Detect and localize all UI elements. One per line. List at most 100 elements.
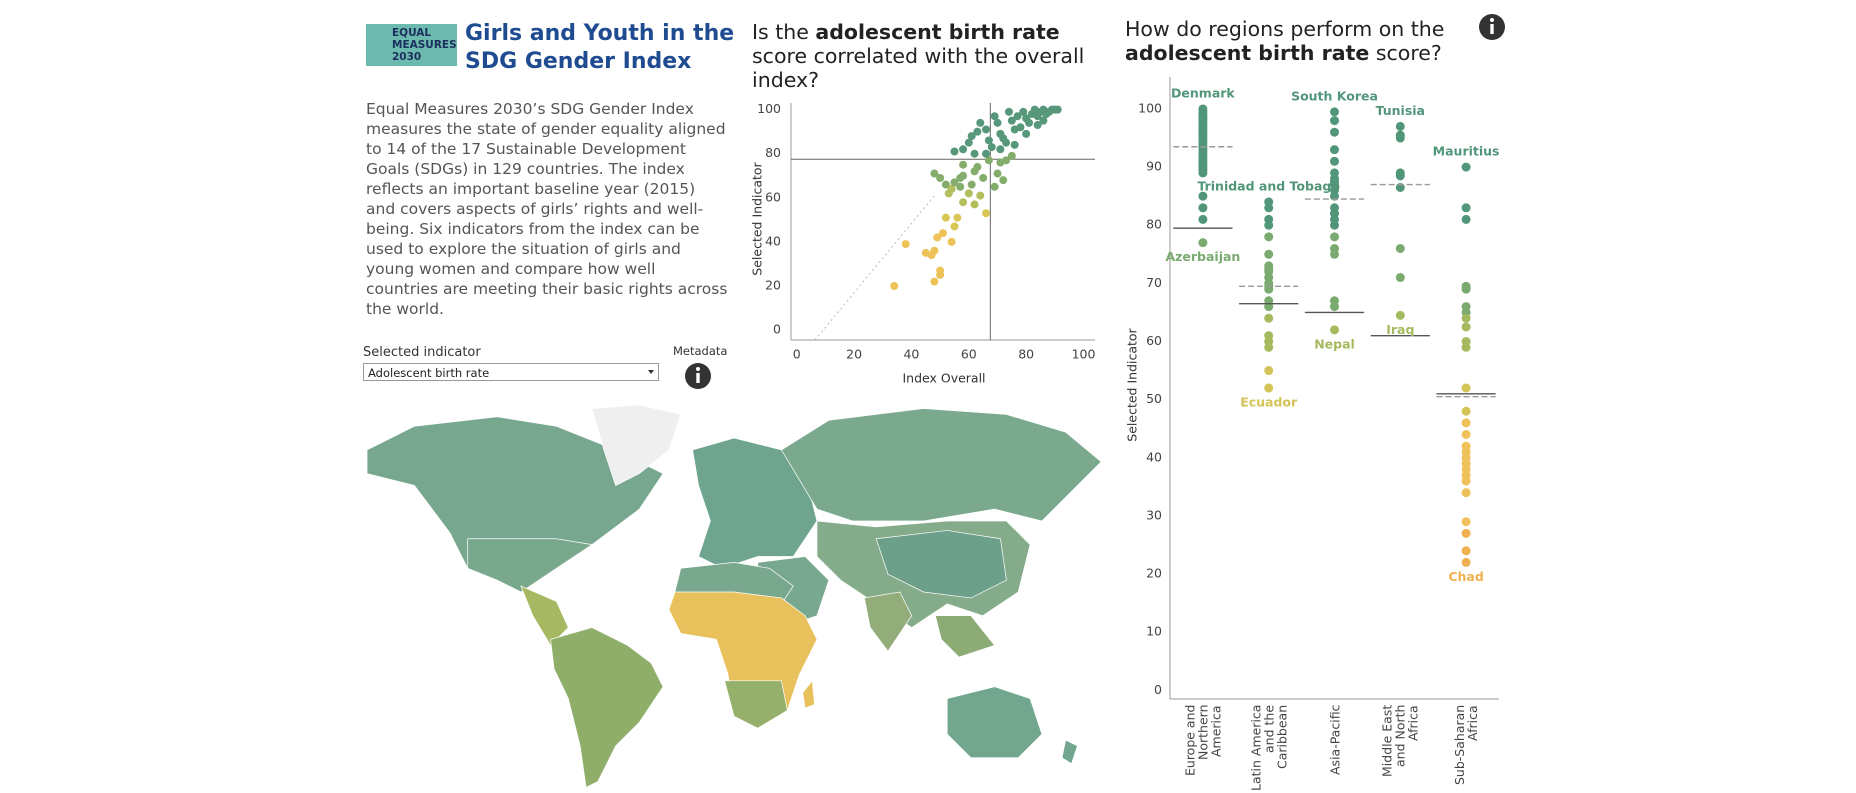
metadata-label: Metadata xyxy=(673,344,728,358)
scatter-point xyxy=(993,169,1002,178)
strip-point xyxy=(1198,238,1208,248)
y-axis-label: Selected Indicator xyxy=(750,161,765,275)
strip-point xyxy=(1264,232,1274,242)
y-tick-label: 80 xyxy=(765,145,781,160)
scatter-point xyxy=(956,182,965,191)
scatter-point xyxy=(933,233,942,242)
y-tick-label: 40 xyxy=(1146,449,1162,464)
annotation: Chad xyxy=(1448,569,1483,584)
strip-point xyxy=(1330,249,1339,259)
scatter-point xyxy=(967,180,976,189)
strip-point xyxy=(1461,406,1471,416)
strip-point xyxy=(1330,220,1339,230)
scatter-point xyxy=(1016,123,1025,132)
strip-point xyxy=(1461,342,1471,352)
scatter-point xyxy=(1007,151,1016,160)
scatter-point xyxy=(959,145,968,154)
title-part: score correlated with the overall index? xyxy=(752,44,1085,92)
strip-point xyxy=(1395,121,1405,131)
strip-point xyxy=(1198,168,1208,178)
scatter-point xyxy=(1002,156,1011,165)
x-axis-label: Index Overall xyxy=(902,371,985,386)
x-tick-label: 80 xyxy=(1018,347,1034,362)
y-tick-label: 70 xyxy=(1146,275,1162,290)
title-part: How do regions perform on the xyxy=(1125,17,1445,41)
scatter-point xyxy=(984,136,993,145)
strip-point xyxy=(1461,430,1471,440)
x-tick-label: Middle East and North Africa xyxy=(1379,705,1421,778)
scatter-point xyxy=(947,237,956,246)
scatter-point xyxy=(970,200,979,209)
y-tick-label: 90 xyxy=(1146,159,1162,174)
scatter-point xyxy=(996,145,1005,154)
strip-point xyxy=(1330,325,1339,335)
scatter-point xyxy=(950,178,959,187)
strip-point xyxy=(1330,127,1339,137)
scatter-point xyxy=(999,176,1008,185)
strip-point xyxy=(1264,220,1274,230)
scatter-point xyxy=(1053,105,1062,114)
x-tick-label: 20 xyxy=(846,347,862,362)
title-part: adolescent birth rate xyxy=(815,20,1060,44)
scatter-point xyxy=(941,180,950,189)
annotation: Denmark xyxy=(1171,85,1235,100)
info-icon[interactable] xyxy=(685,363,711,389)
info-icon[interactable] xyxy=(1479,14,1505,40)
strip-point xyxy=(1461,557,1471,567)
scatter-point xyxy=(1022,129,1031,138)
scatter-point xyxy=(959,160,968,169)
scatter-point xyxy=(941,213,950,222)
scatter-point xyxy=(936,173,945,182)
scatter-point xyxy=(967,132,976,141)
strip-point xyxy=(1330,156,1339,166)
scatter-point xyxy=(901,240,910,249)
strip-point xyxy=(1395,243,1405,253)
x-tick-label: 60 xyxy=(961,347,977,362)
diagonal-guide xyxy=(814,194,936,341)
strip-point xyxy=(1264,203,1274,213)
scatter-point xyxy=(956,173,965,182)
strip-point xyxy=(1264,342,1274,352)
scatter-point xyxy=(1010,140,1019,149)
strip-point xyxy=(1198,203,1208,213)
scatter-point xyxy=(982,125,991,134)
strip-point xyxy=(1395,133,1405,143)
scatter-title: Is the adolescent birth rate score corre… xyxy=(752,20,1087,92)
scatter-point xyxy=(990,182,999,191)
scatter-point xyxy=(944,189,953,198)
annotation: Trinidad and Tobago xyxy=(1197,178,1340,193)
strip-point xyxy=(1461,488,1471,498)
scatter-point xyxy=(964,138,973,147)
scatter-point xyxy=(890,281,899,290)
scatter-point xyxy=(1007,116,1016,125)
scatter-point xyxy=(1019,107,1028,116)
strip-point xyxy=(1330,232,1339,242)
strip-point xyxy=(1264,313,1274,323)
strip-point xyxy=(1264,249,1274,259)
indicator-dropdown[interactable]: Adolescent birth rate xyxy=(363,363,659,381)
scatter-point xyxy=(982,149,991,158)
strip-point xyxy=(1330,116,1339,126)
logo-text: EQUAL MEASURES 2030 xyxy=(392,27,457,63)
logo xyxy=(366,24,457,66)
y-tick-label: 20 xyxy=(1146,566,1162,581)
y-tick-label: 50 xyxy=(1146,391,1162,406)
strip-point xyxy=(1461,476,1471,486)
strip-point xyxy=(1264,366,1274,376)
strip-point xyxy=(1461,162,1471,172)
scatter-point xyxy=(1039,116,1048,125)
scatter-point xyxy=(964,189,973,198)
title-part: score? xyxy=(1369,41,1442,65)
y-tick-label: 60 xyxy=(1146,333,1162,348)
scatter-point xyxy=(990,112,999,121)
scatter-point xyxy=(1033,121,1042,130)
strip-point xyxy=(1395,171,1405,181)
x-tick-label: 100 xyxy=(1072,347,1096,362)
strip-point xyxy=(1461,322,1471,332)
x-tick-label: Sub-Saharan Africa xyxy=(1452,705,1481,786)
scatter-point xyxy=(973,127,982,136)
scatter-point xyxy=(982,209,991,218)
annotation: Nepal xyxy=(1314,336,1355,351)
annotation: South Korea xyxy=(1291,88,1378,103)
strip-point xyxy=(1198,191,1208,201)
